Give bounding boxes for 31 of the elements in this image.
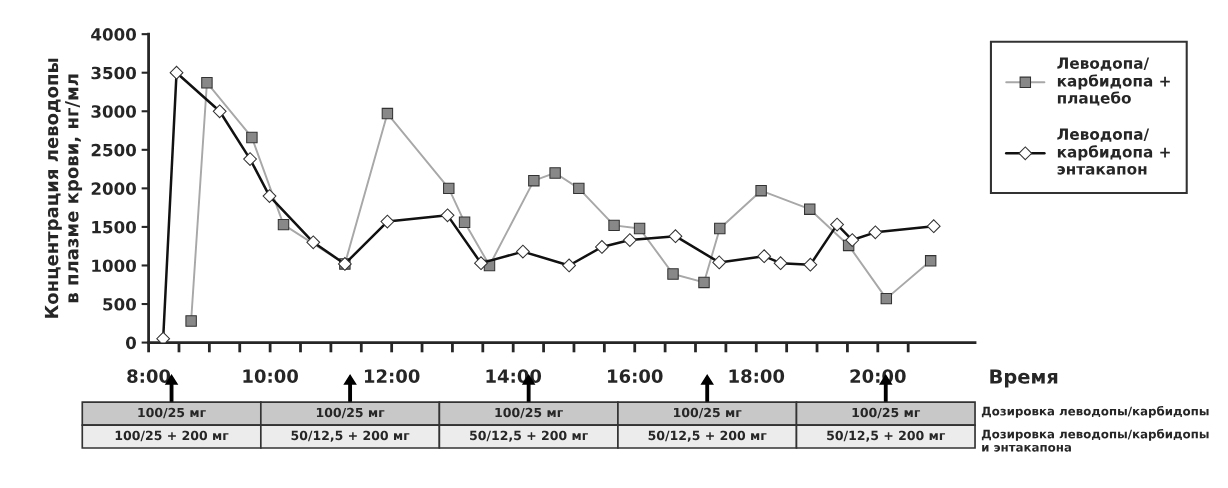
text: Дозировка леводопы/карбидопы и энтакапона <box>981 428 1209 452</box>
y-tick-label: 1000 <box>92 259 136 273</box>
x-tick-label: 16:00 <box>608 369 663 383</box>
text: 50/12,5 + 200 мг <box>648 430 767 442</box>
y-tick-label: 4000 <box>91 28 136 41</box>
x-tick-label: 12:00 <box>364 369 420 383</box>
y-tick-label: 500 <box>103 297 136 311</box>
text: 50/12,5 + 200 мг <box>827 430 946 442</box>
text: 100/25 мг <box>852 407 921 419</box>
y-tick-label: 3500 <box>91 66 136 80</box>
x-axis-title: Время <box>990 369 1058 388</box>
y-tick-label: 3000 <box>91 105 136 118</box>
text: Дозировка леводопы/карбидопы <box>981 406 1209 418</box>
text: 100/25 мг <box>138 407 206 419</box>
text: 100/25 мг <box>674 407 742 419</box>
text: 100/25 мг <box>495 407 563 419</box>
y-tick-label: 1500 <box>92 220 136 234</box>
y-tick-label: 2000 <box>91 182 136 195</box>
text: 100/25 мг <box>316 407 385 419</box>
y-axis-title: Концентрация леводопы в плазме крови, нг/мл <box>44 58 83 318</box>
legend-label: Леводопа/ карбидопа + энтакапон <box>1057 128 1170 175</box>
text: 50/12,5 + 200 мг <box>470 430 588 442</box>
y-tick-label: 2500 <box>91 143 136 157</box>
legend-label: Леводопа/ карбидопа + плацебо <box>1057 57 1170 106</box>
x-tick-label: 14:00 <box>486 369 542 383</box>
text: 100/25 + 200 мг <box>115 430 229 442</box>
x-tick-label: 8:00 <box>127 369 171 383</box>
x-tick-label: 10:00 <box>243 369 298 383</box>
y-tick-label: 0 <box>125 336 136 350</box>
text: 50/12,5 + 200 мг <box>291 430 410 442</box>
x-tick-label: 18:00 <box>729 369 785 383</box>
